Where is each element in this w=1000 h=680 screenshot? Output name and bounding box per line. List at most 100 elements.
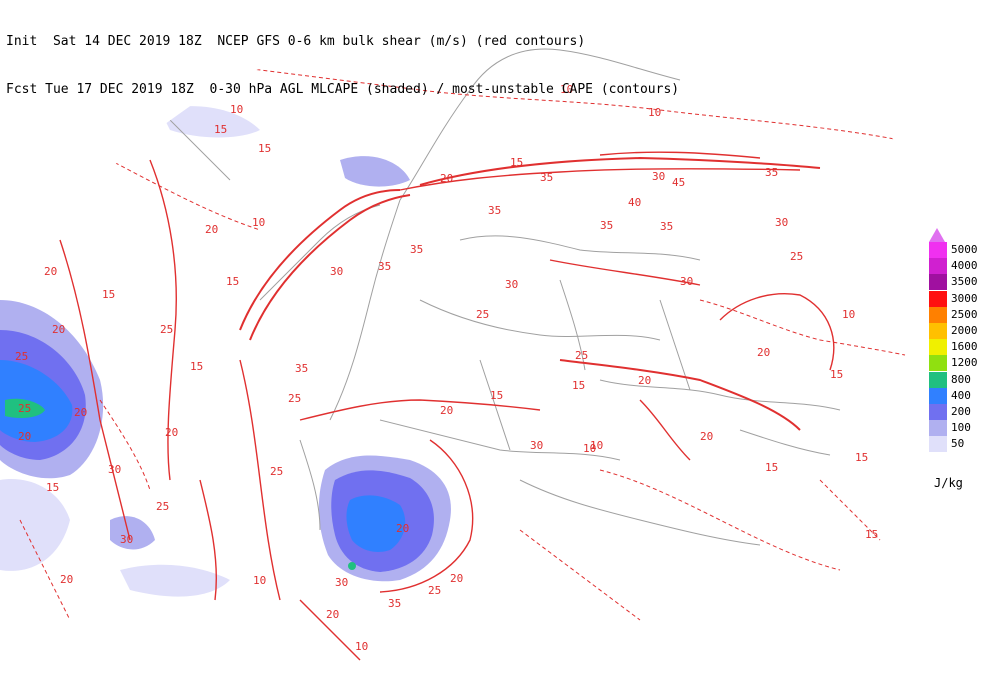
contour-label: 45 xyxy=(672,176,685,189)
contour-label: 30 xyxy=(505,278,518,291)
contour-label: 20 xyxy=(52,323,65,336)
contour-label: 35 xyxy=(600,219,613,232)
contour-label: 15 xyxy=(510,156,523,169)
plot-header: Init Sat 14 DEC 2019 18Z NCEP GFS 0-6 km… xyxy=(6,2,679,114)
legend-label: 1600 xyxy=(951,340,978,354)
contour-label: 30 xyxy=(530,439,543,452)
contour-label: 35 xyxy=(540,171,553,184)
legend-entry: 2500 xyxy=(929,306,995,323)
contour-label: 25 xyxy=(18,402,31,415)
contour-label: 20 xyxy=(440,172,453,185)
contour-label: 25 xyxy=(575,349,588,362)
legend-entry: 800 xyxy=(929,371,995,388)
contour-label: 25 xyxy=(790,250,803,263)
contour-label: 15 xyxy=(190,360,203,373)
legend-label: 1200 xyxy=(951,356,978,370)
contour-label: 15 xyxy=(865,528,878,541)
legend-swatch xyxy=(929,258,947,275)
legend-swatch xyxy=(929,355,947,372)
legend-entry: 1200 xyxy=(929,355,995,372)
contour-label: 15 xyxy=(214,123,227,136)
legend-label: 2500 xyxy=(951,307,978,321)
contour-label: 20 xyxy=(326,608,339,621)
legend-swatch xyxy=(929,242,947,258)
legend-swatch xyxy=(929,339,947,356)
contour-label: 15 xyxy=(258,142,271,155)
legend-label: 100 xyxy=(951,421,971,435)
contour-label: 30 xyxy=(330,265,343,278)
legend-label: 400 xyxy=(951,388,971,402)
contour-label: 35 xyxy=(410,243,423,256)
contour-label: 15 xyxy=(490,389,503,402)
contour-label: 10 xyxy=(252,216,265,229)
contour-label: 25 xyxy=(15,350,28,363)
contour-label: 10 xyxy=(590,439,603,452)
contour-label: 10 xyxy=(648,106,661,119)
contour-label: 15 xyxy=(572,379,585,392)
legend-units: J/kg xyxy=(934,476,963,490)
legend-overflow-arrow-icon xyxy=(929,228,945,242)
contour-label: 20 xyxy=(74,406,87,419)
legend-entry: 200 xyxy=(929,404,995,420)
contour-label: 30 xyxy=(775,216,788,229)
shear-contours xyxy=(59,151,835,661)
contour-label: 35 xyxy=(765,166,778,179)
legend-entry: 1600 xyxy=(929,339,995,356)
contour-label: 10 xyxy=(560,83,573,96)
legend-swatch xyxy=(929,404,947,420)
contour-label: 35 xyxy=(295,362,308,375)
legend-entry: 4000 xyxy=(929,258,995,275)
legend-label: 200 xyxy=(951,405,971,418)
contour-label: 25 xyxy=(156,500,169,513)
legend-entry: 3000 xyxy=(929,290,995,307)
contour-labels: 10 15 20 25 30 35 40 45 35 30 35 30 25 1… xyxy=(15,83,878,653)
legend-label: 4000 xyxy=(951,259,978,273)
contour-label: 20 xyxy=(205,223,218,236)
contour-label: 30 xyxy=(680,275,693,288)
contour-label: 30 xyxy=(120,533,133,546)
contour-label: 20 xyxy=(757,346,770,359)
contour-label: 10 xyxy=(583,442,596,455)
legend-swatch xyxy=(929,290,947,307)
legend-label: 3500 xyxy=(951,275,978,289)
legend-entry: 100 xyxy=(929,420,995,437)
legend-entry: 5000 xyxy=(929,242,995,258)
contour-label: 30 xyxy=(335,576,348,589)
contour-label: 20 xyxy=(18,430,31,443)
contour-label: 25 xyxy=(270,465,283,478)
legend-label: 3000 xyxy=(951,291,978,305)
contour-label: 35 xyxy=(378,260,391,273)
legend-swatch xyxy=(929,436,947,453)
legend-label: 5000 xyxy=(951,243,978,256)
contour-label: 15 xyxy=(765,461,778,474)
contour-label: 35 xyxy=(488,204,501,217)
contour-label: 10 xyxy=(842,308,855,321)
legend-entry: 3500 xyxy=(929,274,995,291)
contour-label: 20 xyxy=(450,572,463,585)
legend-entry: 50 xyxy=(929,436,995,453)
legend-swatch xyxy=(929,371,947,388)
contour-label: 15 xyxy=(830,368,843,381)
contour-label: 20 xyxy=(440,404,453,417)
legend-swatch xyxy=(929,420,947,437)
legend-swatch xyxy=(929,387,947,404)
legend-swatch xyxy=(929,274,947,291)
contour-label: 20 xyxy=(60,573,73,586)
contour-label: 35 xyxy=(388,597,401,610)
legend-entry: 2000 xyxy=(929,323,995,339)
legend-swatch xyxy=(929,323,947,339)
contour-label: 10 xyxy=(230,103,243,116)
legend-entry: 400 xyxy=(929,387,995,404)
contour-label: 20 xyxy=(638,374,651,387)
contour-label: 25 xyxy=(160,323,173,336)
contour-label: 25 xyxy=(476,308,489,321)
header-line-init: Init Sat 14 DEC 2019 18Z NCEP GFS 0-6 km… xyxy=(6,34,586,49)
legend-swatch xyxy=(929,306,947,323)
contour-label: 40 xyxy=(628,196,641,209)
contour-label: 10 xyxy=(355,640,368,653)
contour-label: 20 xyxy=(700,430,713,443)
contour-label: 25 xyxy=(288,392,301,405)
header-line-fcst: Fcst Tue 17 DEC 2019 18Z 0-30 hPa AGL ML… xyxy=(6,82,680,97)
legend-label: 800 xyxy=(951,372,971,386)
